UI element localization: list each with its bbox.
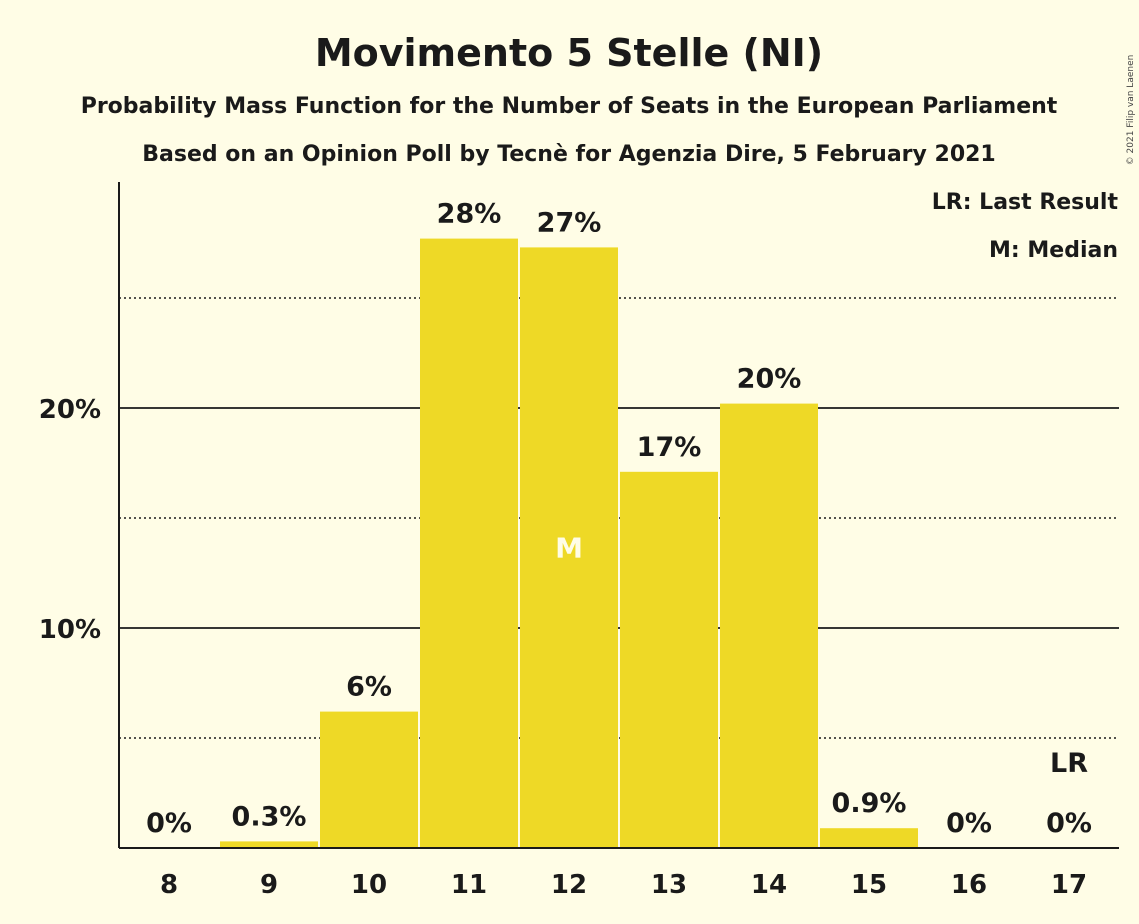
x-tick-label: 14 bbox=[751, 870, 787, 900]
data-label: 0% bbox=[146, 808, 192, 839]
x-tick-label: 13 bbox=[651, 870, 687, 900]
x-tick-label: 17 bbox=[1051, 870, 1087, 900]
legend: LR: Last Result M: Median bbox=[932, 190, 1119, 263]
x-tick-label: 12 bbox=[551, 870, 587, 900]
data-label: 17% bbox=[637, 432, 702, 463]
x-tick-label: 8 bbox=[160, 870, 178, 900]
bar bbox=[620, 471, 718, 848]
data-label: 20% bbox=[737, 364, 802, 395]
chart-title: Movimento 5 Stelle (NI) bbox=[315, 31, 823, 75]
bar bbox=[520, 247, 618, 848]
x-axis-ticks: 8 9 10 11 12 13 14 15 16 17 bbox=[160, 870, 1087, 900]
median-marker: M bbox=[555, 532, 583, 565]
legend-median: M: Median bbox=[989, 238, 1118, 263]
bar bbox=[420, 238, 518, 849]
y-tick-label: 10% bbox=[39, 615, 101, 645]
data-labels: 0% 0.3% 6% 28% 27% M 17% 20% 0.9% 0% 0% LR bbox=[146, 199, 1092, 839]
x-tick-label: 11 bbox=[451, 870, 487, 900]
copyright: © 2021 Filip van Laenen bbox=[1126, 55, 1136, 166]
chart-subtitle-source: Based on an Opinion Poll by Tecnè for Ag… bbox=[142, 142, 996, 167]
bar bbox=[220, 841, 318, 848]
data-label: 0.3% bbox=[232, 801, 307, 832]
bar bbox=[720, 403, 818, 848]
y-axis-ticks: 10% 20% bbox=[39, 395, 101, 645]
x-tick-label: 9 bbox=[260, 870, 278, 900]
x-tick-label: 10 bbox=[351, 870, 387, 900]
data-label: 27% bbox=[537, 207, 602, 238]
data-label: 28% bbox=[437, 199, 502, 230]
gridlines bbox=[119, 297, 1119, 739]
data-label: 6% bbox=[346, 672, 392, 703]
x-tick-label: 15 bbox=[851, 870, 887, 900]
legend-last-result: LR: Last Result bbox=[932, 190, 1119, 215]
last-result-marker: LR bbox=[1050, 748, 1088, 779]
bars bbox=[220, 238, 918, 849]
y-tick-label: 20% bbox=[39, 395, 101, 425]
bar bbox=[320, 711, 418, 848]
chart-subtitle: Probability Mass Function for the Number… bbox=[81, 94, 1058, 119]
data-label: 0% bbox=[946, 808, 992, 839]
x-tick-label: 16 bbox=[951, 870, 987, 900]
bar bbox=[820, 828, 918, 848]
data-label: 0.9% bbox=[832, 788, 907, 819]
data-label: 0% bbox=[1046, 808, 1092, 839]
